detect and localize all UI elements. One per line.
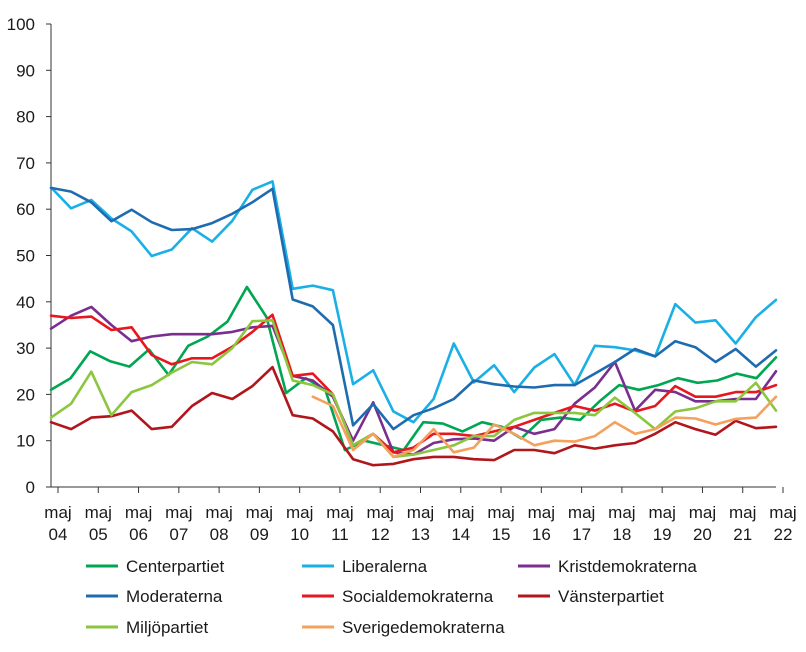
- legend-label-moderaterna: Moderaterna: [126, 587, 223, 606]
- x-tick-label-year: 11: [331, 525, 349, 544]
- legend-label-liberalerna: Liberalerna: [342, 557, 428, 576]
- series-line-moderaterna: [49, 186, 778, 431]
- x-tick-label-month: maj: [769, 503, 796, 522]
- series-line-socialdemokraterna: [49, 313, 778, 454]
- x-tick-label-year: 08: [210, 525, 229, 544]
- x-tick-label-month: maj: [85, 503, 112, 522]
- x-tick-label-year: 04: [49, 525, 68, 544]
- y-tick-label: 100: [7, 15, 35, 34]
- series-line-liberalerna: [49, 180, 778, 424]
- x-tick-label-month: maj: [407, 503, 434, 522]
- legend-label-miljopartiet: Miljöpartiet: [126, 618, 208, 637]
- x-tick-label-year: 13: [411, 525, 430, 544]
- y-tick-label: 80: [16, 108, 35, 127]
- x-tick-label-month: maj: [44, 503, 71, 522]
- x-tick-label-month: maj: [568, 503, 595, 522]
- x-tick-label-year: 10: [290, 525, 309, 544]
- y-axis: 0 10 20 30 40 50 60 70 80 90 100: [7, 15, 52, 497]
- x-tick-label-month: maj: [205, 503, 232, 522]
- series-line-sverigedemokraterna: [311, 395, 778, 459]
- y-tick-label: 30: [16, 339, 35, 358]
- x-tick-label-month: maj: [729, 503, 756, 522]
- x-tick-label-month: maj: [608, 503, 635, 522]
- x-tick-label-year: 22: [774, 525, 793, 544]
- x-tick-label-month: maj: [165, 503, 192, 522]
- x-tick-label-month: maj: [125, 503, 152, 522]
- x-tick-label-year: 20: [693, 525, 712, 544]
- x-tick-label-year: 09: [250, 525, 269, 544]
- x-tick-label-year: 17: [572, 525, 591, 544]
- legend: Centerpartiet Liberalerna Kristdemokratern…: [86, 557, 697, 637]
- legend-label-kristdemokraterna: Kristdemokraterna: [558, 557, 697, 576]
- x-tick-label-month: maj: [528, 503, 555, 522]
- x-tick-label-year: 14: [451, 525, 470, 544]
- x-tick-label-year: 07: [169, 525, 188, 544]
- legend-label-sverigedemokraterna: Sverigedemokraterna: [342, 618, 505, 637]
- y-tick-label: 0: [26, 478, 35, 497]
- series-lines: [49, 180, 778, 467]
- x-tick-label-month: maj: [246, 503, 273, 522]
- x-tick-label-year: 18: [612, 525, 631, 544]
- x-tick-label-year: 21: [733, 525, 752, 544]
- x-tick-label-month: maj: [286, 503, 313, 522]
- y-tick-label: 90: [16, 61, 35, 80]
- x-tick-label-year: 16: [532, 525, 551, 544]
- x-tick-label-year: 05: [89, 525, 108, 544]
- legend-label-socialdemokraterna: Socialdemokraterna: [342, 587, 494, 606]
- x-tick-label-month: maj: [689, 503, 716, 522]
- x-tick-label-month: maj: [326, 503, 353, 522]
- x-tick-label-month: maj: [648, 503, 675, 522]
- x-axis: maj 04 maj 05 maj 06 maj 07 maj 08 maj 09 maj 10 maj 11…: [44, 486, 797, 544]
- series-line-vansterpartiet: [49, 365, 778, 467]
- x-tick-label-year: 19: [653, 525, 672, 544]
- x-tick-label-year: 12: [371, 525, 390, 544]
- x-tick-label-month: maj: [447, 503, 474, 522]
- y-tick-label: 20: [16, 385, 35, 404]
- y-tick-label: 40: [16, 293, 35, 312]
- x-tick-label-year: 15: [492, 525, 511, 544]
- y-tick-label: 60: [16, 200, 35, 219]
- series-line-centerpartiet: [49, 285, 778, 452]
- y-tick-label: 10: [16, 432, 35, 451]
- legend-label-centerpartiet: Centerpartiet: [126, 557, 225, 576]
- x-tick-label-year: 06: [129, 525, 148, 544]
- y-tick-label: 70: [16, 154, 35, 173]
- x-tick-label-month: maj: [367, 503, 394, 522]
- legend-label-vansterpartiet: Vänsterpartiet: [558, 587, 664, 606]
- y-tick-label: 50: [16, 247, 35, 266]
- x-tick-label-month: maj: [487, 503, 514, 522]
